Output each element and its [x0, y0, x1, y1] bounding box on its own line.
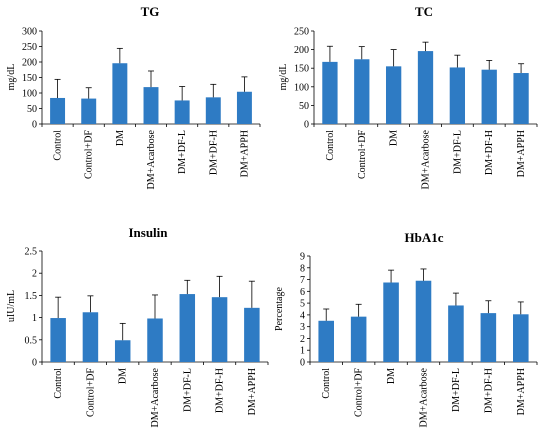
- category-label: Control: [53, 130, 64, 161]
- y-tick-label: 250: [22, 42, 37, 53]
- category-label: DM: [118, 368, 129, 384]
- bar: [513, 314, 529, 362]
- category-label: Control+DF: [84, 130, 95, 179]
- category-label: Control: [53, 368, 64, 399]
- bar: [415, 280, 432, 362]
- category-label: Control+DF: [354, 368, 365, 417]
- y-tick-label: 6: [300, 287, 305, 298]
- bar: [50, 318, 66, 362]
- category-label: DM+APPH: [239, 130, 250, 177]
- bar: [174, 100, 190, 124]
- y-tick-label: 7: [300, 275, 305, 286]
- y-tick-label: 50: [27, 104, 37, 115]
- category-label: DM+Acarbose: [421, 129, 432, 189]
- bar: [513, 73, 529, 124]
- category-label: DM+APPH: [516, 368, 527, 415]
- bar: [480, 313, 497, 362]
- y-axis-label: mg/dL: [278, 64, 289, 91]
- bar: [354, 59, 370, 124]
- bar: [143, 87, 159, 124]
- category-label: DM+DF-L: [177, 130, 188, 174]
- y-tick-label: 5: [300, 299, 305, 310]
- bar: [112, 63, 128, 124]
- y-tick-label: 0.5: [25, 335, 38, 346]
- y-tick-label: 0: [32, 358, 37, 369]
- category-label: DM: [389, 130, 400, 146]
- category-label: Control: [325, 130, 336, 161]
- y-tick-label: 150: [294, 64, 309, 75]
- y-tick-label: 300: [22, 27, 37, 38]
- category-label: Control+DF: [357, 130, 368, 179]
- y-tick-label: 1: [32, 313, 37, 324]
- y-tick-label: 8: [300, 263, 305, 274]
- bar: [82, 312, 99, 362]
- y-tick-label: 0: [304, 120, 309, 131]
- category-label: Control: [321, 368, 332, 399]
- bar: [211, 297, 228, 362]
- bar: [244, 307, 260, 362]
- chart-panel: TG mg/dL 0 50 100 150 200 250 300 Control Control+…: [6, 4, 261, 190]
- category-label: DM+DF-L: [182, 368, 193, 412]
- y-tick-label: 100: [294, 82, 309, 93]
- y-tick-label: 9: [300, 252, 305, 263]
- y-tick-label: 200: [294, 45, 309, 56]
- category-label: DM+DF-L: [452, 130, 463, 174]
- bar: [147, 318, 163, 362]
- y-tick-label: 100: [22, 89, 37, 100]
- y-axis-label: uIU/mL: [6, 290, 17, 322]
- chart-title: Insulin: [128, 225, 168, 240]
- bar: [318, 320, 334, 362]
- y-tick-label: 4: [300, 310, 305, 321]
- bar: [385, 66, 402, 124]
- y-tick-label: 0: [32, 120, 37, 131]
- y-axis-label: mg/dL: [6, 64, 17, 91]
- category-label: DM+Acarbose: [150, 367, 161, 427]
- category-label: DM: [386, 368, 397, 384]
- y-tick-label: 250: [294, 27, 309, 38]
- category-label: DM+Acarbose: [419, 367, 430, 427]
- y-tick-label: 2: [300, 334, 305, 345]
- category-label: DM+APPH: [516, 130, 527, 177]
- chart-title: HbA1c: [405, 230, 444, 245]
- y-tick-label: 200: [22, 58, 37, 69]
- y-tick-label: 1.5: [25, 291, 38, 302]
- bar: [417, 51, 434, 125]
- y-tick-label: 2: [32, 269, 37, 280]
- category-label: DM+DF-H: [215, 368, 226, 413]
- y-tick-label: 150: [22, 73, 37, 84]
- y-tick-label: 1: [300, 346, 305, 357]
- category-label: DM+DF-H: [208, 130, 219, 175]
- bar: [481, 69, 497, 124]
- bar: [205, 97, 221, 124]
- chart-title: TC: [415, 4, 433, 19]
- y-tick-label: 2.5: [25, 247, 38, 258]
- bar: [81, 98, 97, 124]
- category-label: DM+DF-H: [484, 130, 495, 175]
- bar: [449, 67, 466, 124]
- category-label: DM+DF-L: [451, 368, 462, 412]
- bar: [114, 340, 131, 362]
- bar: [322, 61, 338, 124]
- y-tick-label: 3: [300, 322, 305, 333]
- y-axis-label: Percentage: [274, 287, 285, 331]
- category-label: Control+DF: [85, 368, 96, 417]
- bar: [236, 91, 252, 124]
- bar: [50, 97, 66, 124]
- bar: [179, 294, 196, 362]
- category-label: DM+APPH: [247, 368, 258, 415]
- bar: [383, 282, 399, 362]
- category-label: DM+Acarbose: [146, 129, 157, 189]
- chart-panel: Insulin uIU/mL 0 0.5 1 1.5 2 2.5 Control Control+…: [6, 225, 269, 428]
- y-tick-label: 0: [300, 358, 305, 369]
- category-label: DM+DF-H: [483, 368, 494, 413]
- bar: [448, 305, 464, 362]
- category-label: DM: [115, 130, 126, 146]
- chart-title: TG: [141, 4, 160, 19]
- chart-panel: TC mg/dL 0 50 100 150 200 250 Control Control+DF D…: [278, 4, 538, 190]
- y-tick-label: 50: [299, 101, 309, 112]
- bar: [350, 316, 367, 362]
